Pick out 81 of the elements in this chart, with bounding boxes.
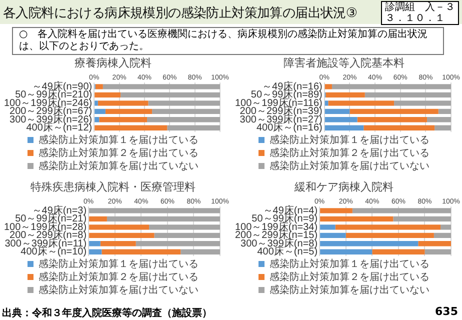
bar bbox=[320, 241, 418, 246]
bar bbox=[102, 249, 181, 254]
bar bbox=[320, 232, 346, 238]
bar bbox=[324, 125, 364, 130]
bar bbox=[89, 208, 220, 214]
bar bbox=[324, 108, 350, 114]
legend-label: 感染防止対策加算２を届け出ている bbox=[38, 146, 198, 159]
bar bbox=[106, 216, 220, 222]
bar bbox=[320, 249, 372, 254]
bar bbox=[424, 249, 452, 254]
legend-label: 感染防止対策加算１を届け出ている bbox=[38, 134, 198, 146]
legend-label: 感染防止対策加算を届け出ていない bbox=[270, 284, 430, 296]
legend-label: 感染防止対策加算を届け出ていない bbox=[38, 284, 198, 296]
bar bbox=[180, 249, 220, 254]
bar bbox=[89, 216, 107, 222]
bar bbox=[324, 117, 358, 122]
bar bbox=[94, 125, 168, 130]
text: 診調組 入－３ bbox=[385, 2, 455, 13]
bar bbox=[320, 216, 394, 222]
text: 635 bbox=[435, 305, 458, 318]
bar bbox=[418, 241, 452, 246]
bar bbox=[94, 92, 121, 98]
chart-title: 療養病棟入院料 bbox=[74, 56, 152, 70]
bar bbox=[426, 117, 452, 122]
legend-label: 感染防止対策加算２を届け出ている bbox=[270, 146, 430, 159]
legend-label: 感染防止対策加算１を届け出ている bbox=[270, 258, 430, 270]
bar bbox=[324, 84, 332, 90]
text: 各入院料における病床規模別の感染防止対策加算の届出状況③ bbox=[3, 5, 358, 22]
bar bbox=[438, 108, 452, 114]
bar bbox=[95, 84, 103, 90]
bar bbox=[434, 232, 452, 238]
bar bbox=[120, 92, 220, 98]
legend-label: 感染防止対策加算を届け出ていない bbox=[38, 160, 198, 172]
legend-label: 感染防止対策加算１を届け出ている bbox=[270, 134, 430, 146]
bar bbox=[94, 108, 106, 114]
bar bbox=[357, 117, 427, 122]
bar bbox=[328, 100, 394, 106]
bar bbox=[99, 117, 148, 122]
bar bbox=[167, 125, 220, 130]
bar bbox=[335, 224, 441, 230]
bar bbox=[152, 108, 220, 114]
bar bbox=[105, 108, 152, 114]
bar bbox=[148, 100, 220, 106]
bar bbox=[324, 100, 328, 106]
bar bbox=[154, 232, 220, 238]
bar bbox=[149, 224, 220, 230]
bar bbox=[372, 249, 425, 254]
bar bbox=[102, 84, 220, 90]
bar bbox=[89, 241, 100, 246]
bar bbox=[94, 100, 98, 106]
bar bbox=[89, 249, 102, 254]
bar bbox=[393, 216, 452, 222]
bar bbox=[364, 125, 435, 130]
bar bbox=[394, 100, 452, 106]
bar bbox=[89, 232, 154, 238]
legend-label: 感染防止対策加算２を届け出ている bbox=[38, 270, 198, 283]
bar bbox=[364, 92, 452, 98]
bar bbox=[147, 117, 220, 122]
bar bbox=[346, 232, 434, 238]
text: ○ 各入院料を届け出ている医療機関における、病床規模別の感染防止対策加算の届出状況は、以下のとおりであった。 bbox=[12, 27, 444, 55]
chart-title: 障害者施設等入院基本料 bbox=[284, 56, 404, 70]
bar bbox=[100, 241, 136, 246]
bar bbox=[350, 108, 438, 114]
bar bbox=[434, 125, 452, 130]
bar bbox=[136, 241, 220, 246]
bar bbox=[89, 224, 150, 230]
legend-label: 感染防止対策加算１を届け出ている bbox=[38, 258, 198, 270]
chart-title: 緩和ケア病棟入院料 bbox=[294, 180, 394, 194]
bar bbox=[98, 100, 148, 106]
source-note: 出典：令和３年度入院医療等の調査（施設票） bbox=[2, 306, 212, 320]
bar bbox=[320, 208, 352, 214]
text: ３．１０．１ bbox=[385, 13, 446, 24]
bar bbox=[332, 84, 452, 90]
bar bbox=[94, 117, 100, 122]
legend-label: 感染防止対策加算２を届け出ている bbox=[270, 270, 430, 283]
legend-label: 感染防止対策加算を届け出ていない bbox=[270, 160, 430, 172]
bar bbox=[320, 224, 336, 230]
bar bbox=[440, 224, 452, 230]
bar bbox=[352, 208, 452, 214]
chart-title: 特殊疾患病棟入院料・医療管理料 bbox=[30, 180, 196, 194]
bar bbox=[326, 92, 365, 98]
